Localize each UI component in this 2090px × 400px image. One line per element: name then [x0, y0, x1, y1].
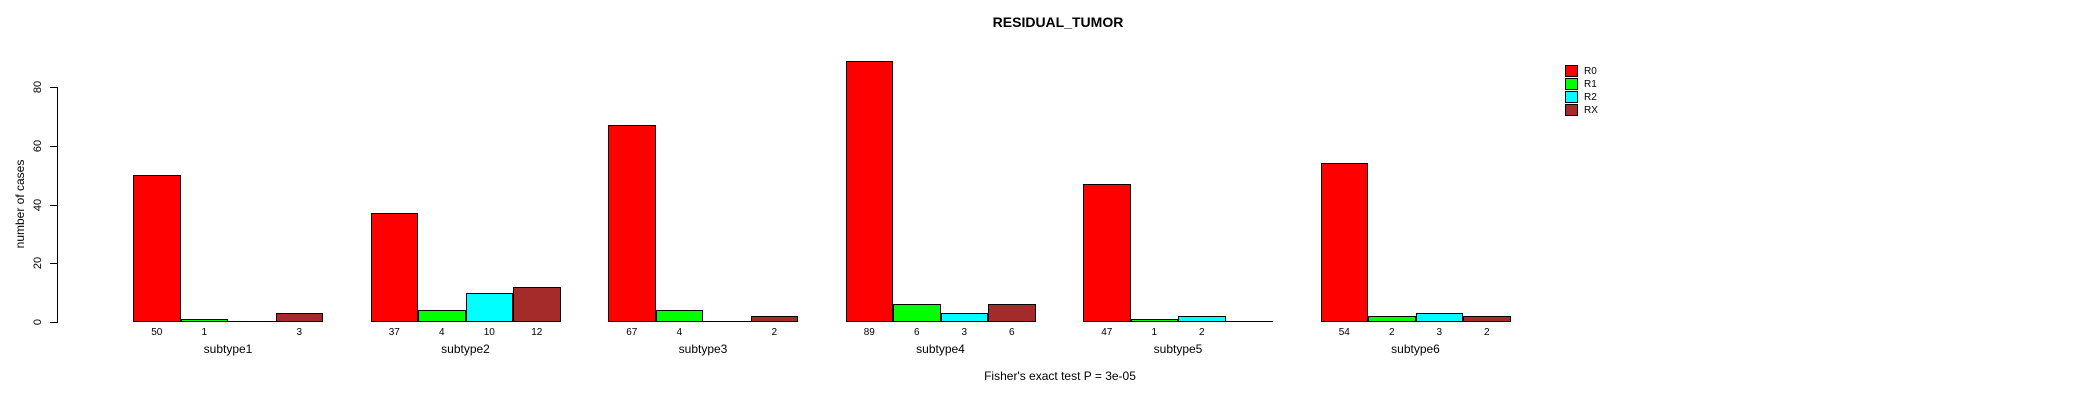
legend-label-R0: R0: [1584, 66, 1597, 77]
bar-value-subtype2-R0: 37: [388, 327, 400, 338]
bar-subtype5-R2: [1178, 316, 1226, 322]
bar-subtype2-R2: [465, 292, 513, 322]
bar-subtype2-R0: [370, 213, 418, 322]
category-label-subtype1: subtype1: [203, 342, 253, 356]
bar-value-subtype3-RX: 2: [771, 327, 778, 338]
bar-subtype6-RX: [1463, 316, 1511, 322]
category-label-subtype6: subtype6: [1391, 342, 1440, 356]
bar-value-subtype4-R2: 3: [961, 327, 968, 338]
y-tick-label: 60: [32, 139, 44, 152]
bar-value-subtype5-R1: 1: [1151, 327, 1158, 338]
bar-value-subtype1-R1: 1: [201, 327, 208, 338]
bar-value-subtype6-R1: 2: [1388, 327, 1395, 338]
bar-subtype4-R0: [845, 60, 893, 322]
y-tick-label: 40: [32, 198, 44, 211]
chart-title: RESIDUAL_TUMOR: [992, 14, 1124, 30]
bar-value-subtype2-RX: 12: [531, 327, 543, 338]
bar-subtype6-R0: [1320, 163, 1368, 322]
y-axis-title: number of cases: [13, 159, 27, 249]
bar-subtype3-R1: [655, 310, 703, 322]
y-tick-label: 20: [32, 257, 44, 270]
y-tick: [50, 263, 57, 265]
bar-value-subtype2-R2: 10: [483, 327, 495, 338]
bar-value-subtype6-R2: 3: [1436, 327, 1443, 338]
bar-subtype3-RX: [750, 316, 798, 322]
statistical-test-caption: Fisher's exact test P = 3e-05: [984, 369, 1136, 383]
legend-swatch-R1: [1565, 78, 1578, 90]
bar-subtype4-R1: [893, 304, 941, 322]
category-label-subtype2: subtype2: [441, 342, 490, 356]
bar-subtype2-R1: [418, 310, 466, 322]
y-tick: [50, 204, 57, 206]
bar-subtype5-R1: [1130, 319, 1178, 322]
legend-label-R1: R1: [1584, 79, 1597, 90]
bar-value-subtype6-RX: 2: [1483, 327, 1490, 338]
bar-subtype4-R2: [940, 313, 988, 322]
bar-zero-subtype1-R2: [228, 321, 276, 322]
y-tick: [50, 145, 57, 147]
category-label-subtype5: subtype5: [1153, 342, 1203, 356]
y-tick-label: 0: [32, 318, 44, 326]
legend-swatch-R0: [1565, 65, 1578, 77]
bar-subtype5-R0: [1083, 183, 1131, 322]
bar-value-subtype5-R2: 2: [1198, 327, 1205, 338]
bar-subtype1-R1: [180, 319, 228, 322]
y-tick: [50, 87, 57, 88]
legend-swatch-RX: [1565, 104, 1578, 116]
bar-value-subtype4-R1: 6: [913, 327, 920, 338]
bar-subtype6-R2: [1415, 313, 1463, 322]
bar-subtype6-R1: [1368, 316, 1416, 322]
bar-value-subtype3-R0: 67: [626, 327, 638, 338]
category-label-subtype3: subtype3: [678, 342, 728, 356]
y-axis-line: [57, 87, 58, 323]
bar-value-subtype4-RX: 6: [1008, 327, 1015, 338]
bar-zero-subtype3-R2: [703, 321, 751, 322]
bar-subtype1-RX: [275, 313, 323, 322]
bar-zero-subtype5-RX: [1225, 321, 1273, 322]
bar-subtype3-R0: [608, 125, 656, 322]
legend-swatch-R2: [1565, 91, 1578, 103]
category-label-subtype4: subtype4: [916, 342, 965, 356]
bar-value-subtype1-RX: 3: [296, 327, 303, 338]
bar-value-subtype3-R1: 4: [676, 327, 683, 338]
y-tick: [50, 322, 57, 323]
bar-subtype2-RX: [513, 286, 561, 322]
bar-value-subtype2-R1: 4: [438, 327, 445, 338]
legend-label-R2: R2: [1584, 92, 1597, 103]
legend-label-RX: RX: [1584, 105, 1598, 116]
bar-value-subtype4-R0: 89: [863, 327, 875, 338]
bar-value-subtype5-R0: 47: [1101, 327, 1113, 338]
bar-subtype1-R0: [133, 175, 181, 322]
y-tick-label: 80: [32, 80, 44, 94]
bar-value-subtype6-R0: 54: [1338, 327, 1350, 338]
bar-subtype4-RX: [988, 304, 1036, 322]
bar-value-subtype1-R0: 50: [151, 327, 163, 338]
